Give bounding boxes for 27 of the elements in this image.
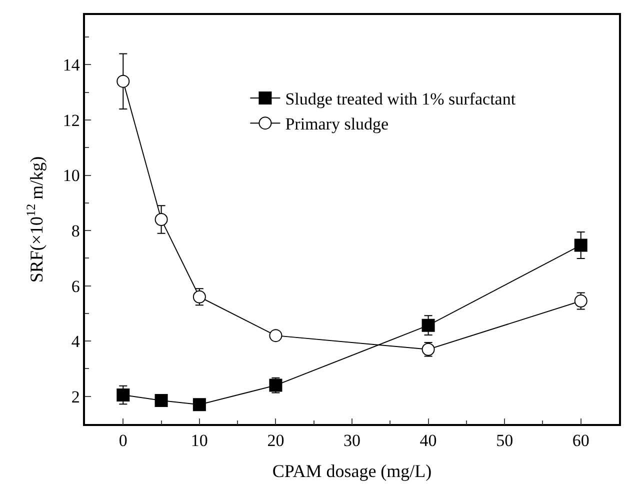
- y-tick-label: 10: [62, 166, 80, 186]
- point: [192, 398, 206, 412]
- y-tick-label: 6: [71, 276, 80, 296]
- point: [116, 74, 130, 88]
- point: [422, 318, 435, 332]
- y-tick-label: 12: [62, 110, 80, 130]
- x-tick-label: 40: [420, 431, 437, 450]
- legend-label: Primary sludge: [285, 114, 389, 134]
- point: [192, 290, 206, 304]
- x-tick-label: 30: [344, 431, 360, 450]
- x-axis-title: CPAM dosage (mg/L): [272, 460, 432, 481]
- y-tick-label: 14: [62, 56, 80, 75]
- point: [154, 394, 168, 408]
- x-tick-label: 10: [190, 431, 208, 450]
- point: [154, 213, 168, 226]
- point: [269, 329, 282, 342]
- point: [574, 294, 588, 308]
- x-tick-label: 50: [496, 431, 514, 450]
- point: [574, 238, 588, 252]
- y-tick-label: 4: [71, 332, 80, 352]
- point: [116, 388, 130, 402]
- x-tick-label: 60: [572, 431, 590, 450]
- y-tick-label: 2: [71, 387, 80, 406]
- y-tick-label: 8: [71, 222, 80, 240]
- legend-label: Sludge treated with 1% surfactant: [285, 90, 516, 109]
- x-tick-label: 0: [118, 431, 128, 450]
- x-tick-label: 20: [267, 431, 284, 450]
